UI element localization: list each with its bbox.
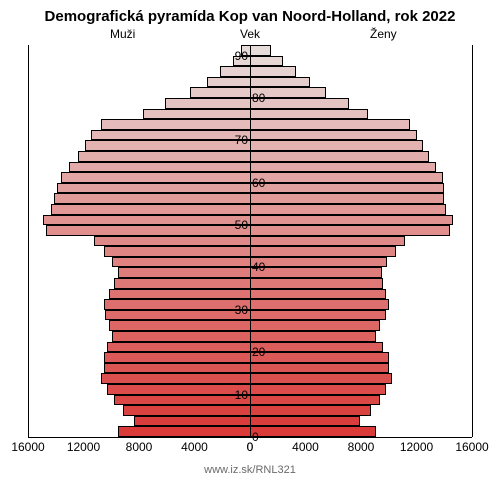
- male-bar: [104, 363, 251, 374]
- male-bar: [85, 140, 252, 151]
- female-bar: [250, 246, 396, 257]
- female-bars-area: [250, 45, 473, 437]
- male-bar: [107, 384, 251, 395]
- male-bar: [105, 310, 251, 321]
- female-label: Ženy: [370, 27, 397, 41]
- female-bar: [250, 66, 296, 77]
- footer-source: www.iz.sk/RNL321: [0, 464, 500, 476]
- female-bar: [250, 183, 444, 194]
- male-bar: [220, 66, 251, 77]
- male-bar: [165, 98, 251, 109]
- female-bar: [250, 363, 389, 374]
- male-bar: [54, 193, 251, 204]
- female-bar: [250, 236, 405, 247]
- female-bar: [250, 77, 310, 88]
- male-bar: [104, 352, 251, 363]
- x-axis: 16000120008000400000400080001200016000: [28, 438, 472, 458]
- female-bar: [250, 320, 380, 331]
- chart-title: Demografická pyramída Kop van Noord-Holl…: [0, 0, 500, 27]
- male-bar: [107, 342, 251, 353]
- male-bar: [134, 416, 251, 427]
- male-bar: [57, 183, 251, 194]
- male-bar: [78, 151, 251, 162]
- female-bar: [250, 331, 376, 342]
- male-bars-area: [28, 45, 251, 437]
- male-bar: [104, 246, 251, 257]
- male-bar: [51, 204, 251, 215]
- female-bar: [250, 426, 376, 437]
- female-bar: [250, 98, 349, 109]
- male-bar: [109, 320, 251, 331]
- female-bar: [250, 289, 386, 300]
- female-bar: [250, 299, 389, 310]
- male-bar: [190, 87, 251, 98]
- female-bar: [250, 395, 380, 406]
- male-bar: [123, 405, 251, 416]
- chart-header-labels: Muži Vek Ženy: [0, 27, 500, 45]
- female-bar: [250, 267, 382, 278]
- male-bar: [112, 257, 251, 268]
- male-bar: [69, 162, 251, 173]
- male-bar: [118, 426, 251, 437]
- x-tick-label: 8000: [348, 440, 375, 454]
- x-tick-label: 16000: [455, 440, 488, 454]
- male-bar: [112, 331, 251, 342]
- female-bar: [250, 204, 446, 215]
- male-bar: [91, 130, 251, 141]
- female-bar: [250, 119, 410, 130]
- male-bar: [94, 236, 251, 247]
- female-bar: [250, 45, 271, 56]
- female-bar: [250, 193, 444, 204]
- female-bar: [250, 257, 387, 268]
- female-bar: [250, 405, 371, 416]
- female-bar: [250, 109, 368, 120]
- male-bar: [61, 172, 251, 183]
- female-bar: [250, 225, 450, 236]
- x-tick-label: 4000: [292, 440, 319, 454]
- female-bar: [250, 140, 423, 151]
- female-bar: [250, 310, 386, 321]
- x-tick-label: 4000: [181, 440, 208, 454]
- female-bar: [250, 130, 417, 141]
- x-tick-label: 16000: [11, 440, 44, 454]
- male-bar: [43, 215, 251, 226]
- male-bar: [114, 278, 251, 289]
- female-bar: [250, 151, 429, 162]
- female-bar: [250, 87, 326, 98]
- male-bar: [101, 119, 251, 130]
- female-bar: [250, 352, 389, 363]
- female-bar: [250, 172, 443, 183]
- male-bar: [233, 56, 251, 67]
- female-bar: [250, 278, 383, 289]
- male-bar: [118, 267, 251, 278]
- x-tick-label: 8000: [126, 440, 153, 454]
- male-bar: [143, 109, 251, 120]
- female-bar: [250, 162, 436, 173]
- male-bar: [104, 299, 251, 310]
- x-tick-label: 12000: [67, 440, 100, 454]
- female-bar: [250, 416, 360, 427]
- age-label: Vek: [240, 27, 260, 41]
- female-bar: [250, 342, 383, 353]
- female-bar: [250, 56, 283, 67]
- male-label: Muži: [110, 27, 135, 41]
- female-bar: [250, 373, 392, 384]
- x-tick-label: 0: [247, 440, 254, 454]
- plot-area: 0102030405060708090: [28, 45, 472, 438]
- male-bar: [109, 289, 251, 300]
- male-bar: [114, 395, 251, 406]
- male-bar: [207, 77, 251, 88]
- male-bar: [46, 225, 251, 236]
- x-tick-label: 12000: [400, 440, 433, 454]
- male-bar: [101, 373, 251, 384]
- female-bar: [250, 384, 386, 395]
- population-pyramid-chart: Demografická pyramída Kop van Noord-Holl…: [0, 0, 500, 500]
- female-bar: [250, 215, 453, 226]
